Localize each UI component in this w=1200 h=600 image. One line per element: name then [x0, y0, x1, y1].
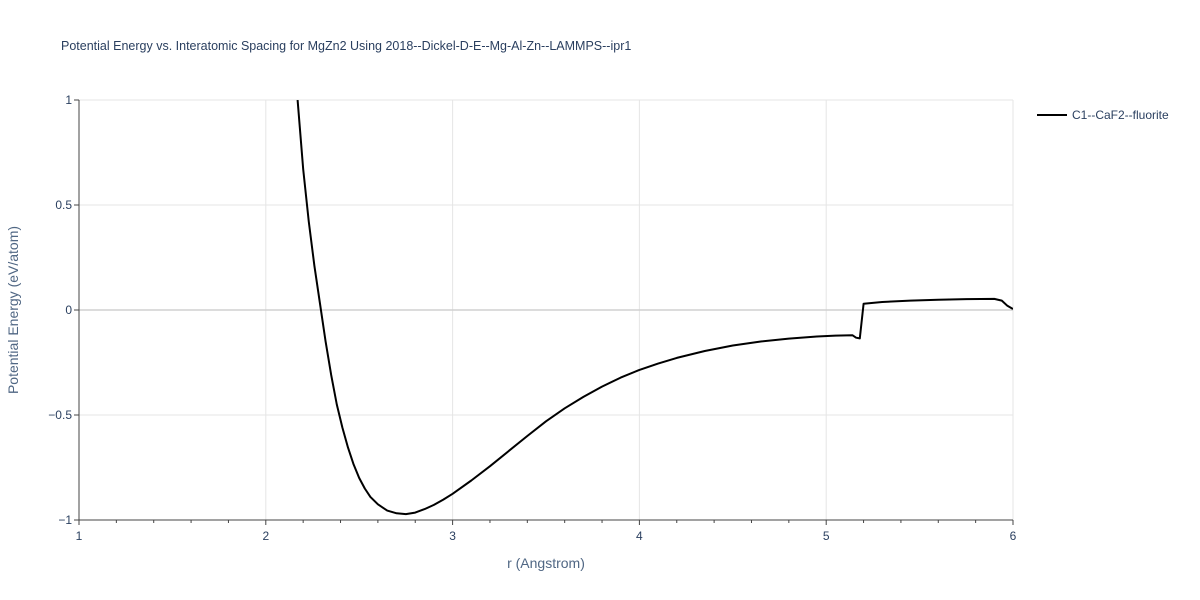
- y-tick-label: −0.5: [48, 408, 72, 422]
- x-tick-label: 3: [449, 529, 456, 543]
- y-axis-title: Potential Energy (eV/atom): [5, 226, 21, 394]
- y-tick-label: 0.5: [55, 198, 72, 212]
- y-tick-label: 1: [65, 93, 72, 107]
- x-tick-label: 5: [823, 529, 830, 543]
- grid: [79, 99, 1014, 520]
- series-line-0[interactable]: [296, 100, 1013, 516]
- x-tick-label: 1: [76, 529, 83, 543]
- x-tick-label: 4: [636, 529, 643, 543]
- x-tick-label: 2: [262, 529, 269, 543]
- axes: 1 2 3 4 5 6 −1 −0.5 0 0.5 1: [48, 93, 1016, 543]
- chart-title: Potential Energy vs. Interatomic Spacing…: [61, 39, 631, 53]
- legend-label: C1--CaF2--fluorite: [1072, 108, 1169, 122]
- y-tick-label: −1: [58, 513, 72, 527]
- x-axis-title: r (Angstrom): [507, 555, 585, 571]
- plot-area: [296, 100, 1013, 516]
- legend[interactable]: C1--CaF2--fluorite: [1037, 108, 1169, 122]
- x-tick-label: 6: [1010, 529, 1017, 543]
- y-tick-label: 0: [65, 303, 72, 317]
